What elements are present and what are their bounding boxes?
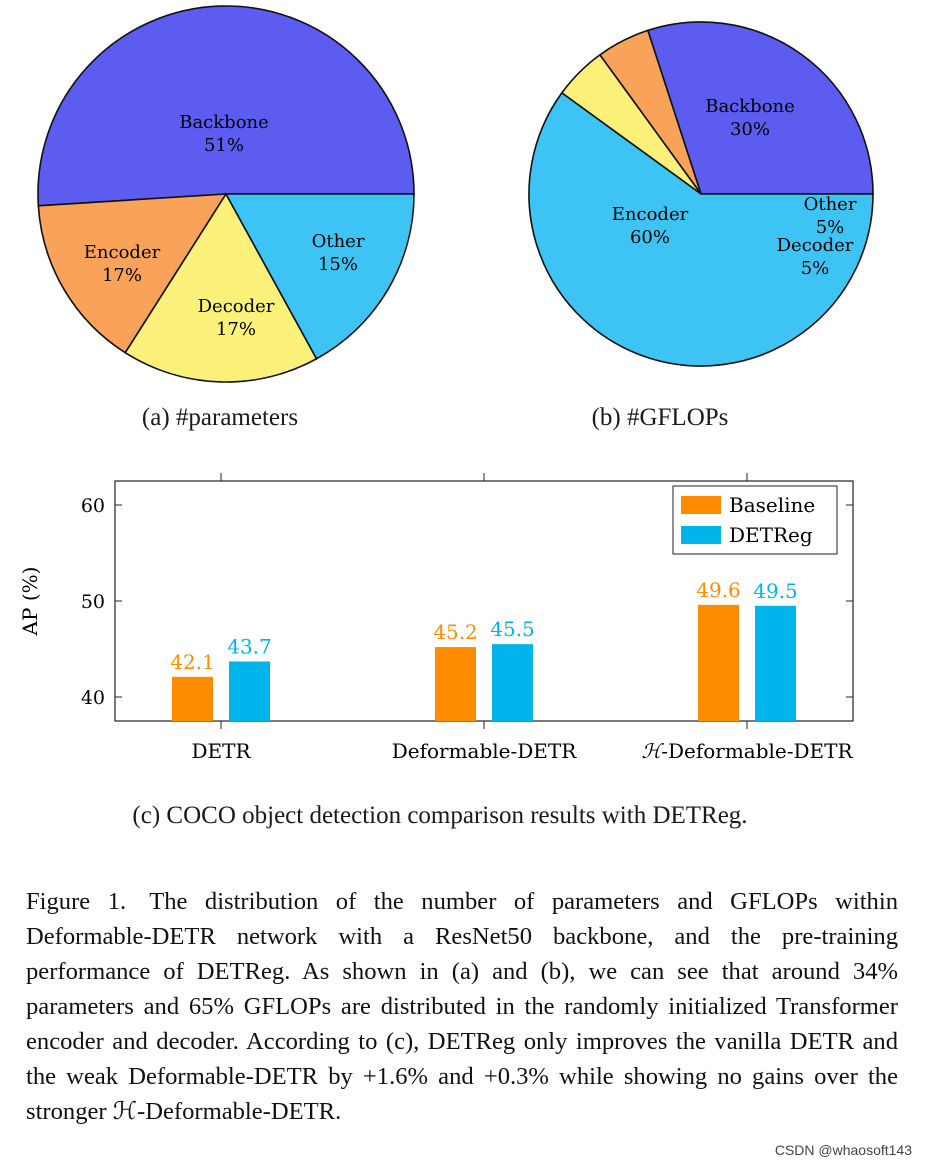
pie-b-slices xyxy=(528,21,874,367)
watermark: CSDN @whaosoft143 xyxy=(774,1142,912,1158)
caption-a: (a) #parameters xyxy=(141,404,299,431)
pie-slice-decoder xyxy=(124,192,318,383)
y-tick-label: 60 xyxy=(81,495,105,517)
bar-value-label: 49.5 xyxy=(753,579,798,603)
pie-slice-value-other: 5% xyxy=(816,217,845,238)
pie-slice-label-backbone: Backbone xyxy=(705,96,795,117)
pie-slice-encoder xyxy=(528,91,874,367)
pie-slice-value-other: 15% xyxy=(318,254,358,275)
pie-slice-value-backbone: 30% xyxy=(730,119,770,140)
x-tick-label: ℋ-Deformable-DETR xyxy=(641,739,853,763)
y-axis-label: AP (%) xyxy=(18,567,42,637)
pie-slice-backbone xyxy=(646,21,874,195)
x-tick-label-script: ℋ xyxy=(641,739,664,763)
bar-chart-coco: 40 50 60 AP (%) DETR Deformable-DETR ℋ-Deforma… xyxy=(18,473,854,763)
y-tick-label: 50 xyxy=(81,591,105,613)
bar-baseline xyxy=(172,676,213,721)
pie-slice-value-encoder: 60% xyxy=(630,227,670,248)
pie-slice-label-backbone: Backbone xyxy=(179,112,269,133)
legend-label-detreg: DETReg xyxy=(729,523,813,547)
bar-value-label: 45.5 xyxy=(490,617,535,641)
bar-baseline xyxy=(435,647,476,721)
pie-slice-label-decoder: Decoder xyxy=(198,296,275,317)
bar-value-label: 49.6 xyxy=(696,578,741,602)
pie-slice-other xyxy=(37,193,228,354)
pie-slice-value-decoder: 5% xyxy=(801,258,830,279)
pie-slice-label-encoder: Encoder xyxy=(612,204,689,225)
bar-value-label: 42.1 xyxy=(170,650,215,674)
legend-swatch-baseline xyxy=(681,496,721,514)
legend-swatch-detreg xyxy=(681,526,721,544)
legend-label-baseline: Baseline xyxy=(729,493,815,517)
figure-caption-label: Figure 1. xyxy=(26,888,127,915)
pie-slice-encoder xyxy=(224,193,415,360)
pie-a-slices xyxy=(37,5,415,383)
bar-value-labels: 42.1 43.7 45.2 45.5 49.6 49.5 xyxy=(170,578,798,674)
pie-slice-value-backbone: 51% xyxy=(204,135,244,156)
bar-detreg xyxy=(229,661,270,721)
y-tick-label: 40 xyxy=(81,687,105,709)
figure-caption: Figure 1. The distribution of the number… xyxy=(26,884,898,1129)
caption-c: (c) COCO object detection comparison res… xyxy=(132,802,748,829)
bar-detreg xyxy=(492,644,533,721)
x-tick-label: DETR xyxy=(191,739,251,763)
x-tick-label: Deformable-DETR xyxy=(392,739,578,763)
pie-slice-label-encoder: Encoder xyxy=(84,242,161,263)
bar-axes: 40 50 60 AP (%) DETR Deformable-DETR ℋ-Deforma… xyxy=(18,473,854,763)
pie-slice-label-other: Other xyxy=(312,231,365,252)
bar-value-label: 43.7 xyxy=(227,634,272,658)
pie-slice-value-encoder: 17% xyxy=(102,265,142,286)
pie-slice-label-other: Other xyxy=(804,194,857,215)
bar-value-label: 45.2 xyxy=(433,620,478,644)
bar-legend: Baseline DETReg xyxy=(672,485,838,555)
pie-slice-backbone xyxy=(37,5,415,207)
bar-marks xyxy=(172,604,796,721)
x-tick-label-rest: -Deformable-DETR xyxy=(661,739,853,763)
figure-caption-text: The distribution of the number of parame… xyxy=(26,888,898,1125)
bar-baseline xyxy=(698,604,739,721)
caption-b: (b) #GFLOPs xyxy=(591,404,729,431)
pie-slice-value-decoder: 17% xyxy=(216,319,256,340)
bar-detreg xyxy=(755,605,796,721)
pie-slice-label-decoder: Decoder xyxy=(777,235,854,256)
